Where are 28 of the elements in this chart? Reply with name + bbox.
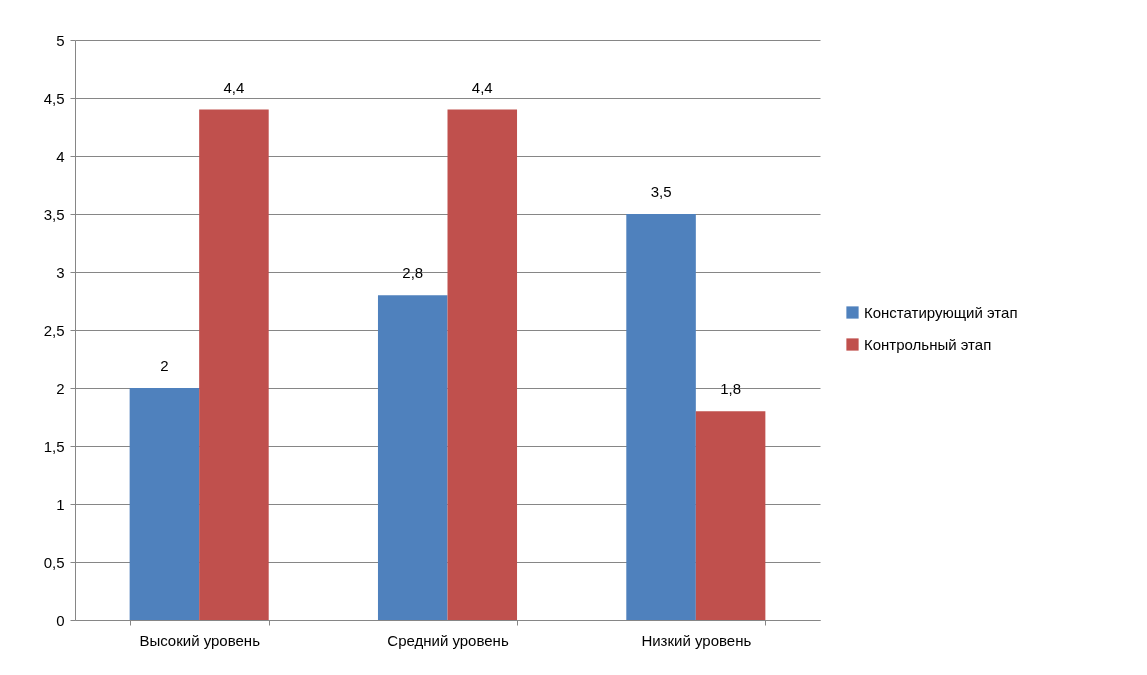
y-tick-label: 3 (56, 263, 65, 281)
legend-label: Контрольный этап (864, 335, 992, 353)
bar (377, 295, 448, 620)
data-label: 3,5 (650, 183, 672, 200)
data-label: 4,4 (471, 78, 493, 96)
y-tick-label: 1 (56, 495, 65, 513)
legend-label: Констатирующий этап (864, 303, 1018, 321)
y-tick-label: 2,5 (43, 321, 65, 339)
bar (447, 109, 518, 620)
y-tick-label: 2 (56, 379, 65, 397)
y-tick-label: 1,5 (43, 437, 65, 455)
y-tick-label: 4 (56, 147, 65, 165)
x-tick-label: Средний уровень (387, 631, 509, 649)
data-label: 1,8 (720, 380, 742, 398)
y-tick-label: 4,5 (43, 89, 65, 107)
bar (695, 411, 766, 620)
y-tick-label: 3,5 (43, 205, 65, 223)
y-tick-label: 0 (56, 611, 65, 629)
bar (626, 214, 696, 620)
y-tick-label: 5 (56, 31, 65, 49)
data-label: 2,8 (402, 264, 424, 282)
x-tick-label: Высокий уровень (139, 631, 261, 649)
data-label: 2 (160, 357, 169, 374)
data-label: 4,4 (223, 78, 245, 96)
y-tick-label: 0,5 (43, 553, 65, 571)
bar (199, 109, 269, 620)
x-tick-label: Низкий уровень (641, 631, 752, 649)
bar (129, 388, 200, 620)
